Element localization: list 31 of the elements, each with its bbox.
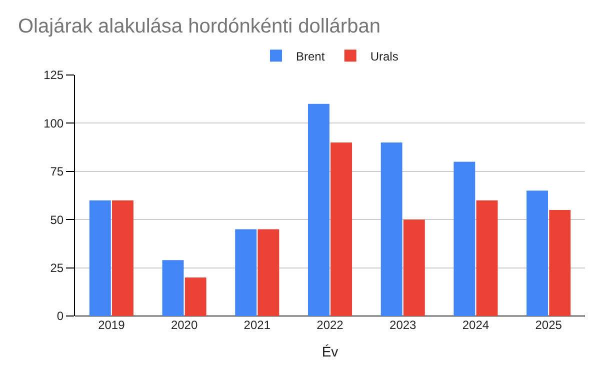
x-tick-label: 2020 [170, 318, 198, 332]
bar [454, 162, 476, 316]
bar [184, 277, 206, 316]
y-tick-label: 0 [56, 309, 64, 324]
bar [330, 142, 352, 316]
bar [526, 190, 548, 316]
legend-label: Urals [370, 49, 398, 64]
bar [162, 260, 184, 316]
x-axis-title: Év [322, 343, 338, 360]
y-tick-label: 75 [50, 164, 64, 179]
bar [476, 200, 498, 316]
x-tick-label: 2021 [244, 318, 271, 332]
bar [403, 220, 425, 316]
y-tick-label: 25 [50, 261, 64, 275]
bar [308, 104, 330, 316]
chart-title: Olajárak alakulása hordónkénti dollárban [18, 16, 380, 38]
bar [235, 229, 257, 316]
x-tick-label: 2022 [316, 318, 344, 332]
bar [258, 229, 280, 316]
bar [549, 210, 571, 316]
x-tick-label: 2019 [98, 318, 126, 332]
legend-label: Brent [296, 49, 326, 64]
x-tick-label: 2024 [462, 318, 490, 332]
y-tick-label: 125 [44, 68, 64, 82]
bar [380, 142, 402, 316]
x-tick-label: 2025 [535, 318, 562, 332]
y-tick-label: 100 [44, 116, 64, 130]
x-tick-label: 2023 [390, 318, 417, 332]
y-tick-label: 50 [50, 212, 64, 227]
bar [112, 200, 134, 316]
bar [89, 200, 111, 316]
